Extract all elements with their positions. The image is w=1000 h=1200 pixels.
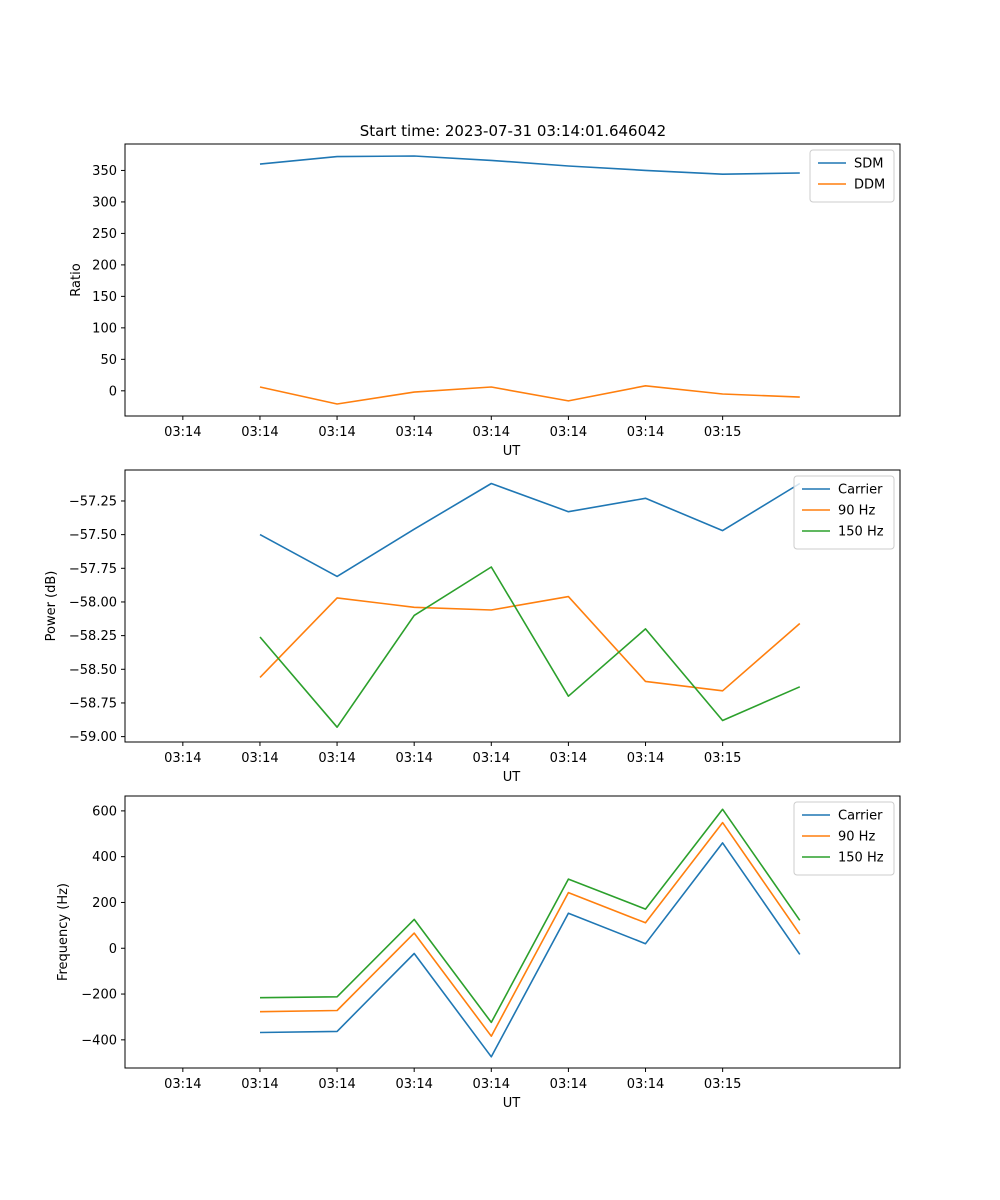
power-y-tick-label: −57.25 [69,494,117,509]
frequency-x-tick-label: 03:14 [473,1077,510,1092]
frequency-x-tick-label: 03:14 [164,1077,201,1092]
power-x-tick-label: 03:14 [627,751,664,766]
figure-title: Start time: 2023-07-31 03:14:01.646042 [360,122,666,140]
frequency-legend: Carrier 90 Hz 150 Hz [793,801,895,876]
frequency-x-tick-label: 03:15 [704,1077,741,1092]
power-x-tick-label: 03:14 [550,751,587,766]
power-x-tick-label: 03:14 [395,751,432,766]
ratio-x-tick-label: 03:14 [627,425,664,440]
ratio-x-tick-label: 03:14 [550,425,587,440]
frequency-x-tick-label: 03:14 [241,1077,278,1092]
frequency-y-tick-label: −200 [81,988,117,1003]
ratio-x-tick-label: 03:14 [164,425,201,440]
frequency-y-tick-label: 200 [92,896,117,911]
ratio-x-tick-label: 03:14 [241,425,278,440]
power-y-tick-label: −57.50 [69,528,117,543]
frequency-series-90-hz-line [259,821,801,1037]
ratio-axes-frame [124,143,901,417]
frequency-x-tick-label: 03:14 [627,1077,664,1092]
power-x-tick-label: 03:14 [241,751,278,766]
power-y-tick-label: −58.50 [69,663,117,678]
frequency-x-tick-label: 03:14 [395,1077,432,1092]
frequency-x-tick-label: 03:14 [550,1077,587,1092]
ratio-series-ddm-line [259,384,800,405]
frequency-y-tick-label: 0 [109,942,117,957]
power-y-tick-label: −57.75 [69,562,117,577]
power-legend-label-90-hz: 90 Hz [838,504,875,519]
power-x-tick-label: 03:15 [704,751,741,766]
frequency-axes-frame [124,795,901,1069]
ratio-x-tick-label: 03:14 [318,425,355,440]
ratio-y-tick-label: 150 [92,290,117,305]
power-y-tick-label: −58.25 [69,629,117,644]
ratio-y-axis-label: Ratio [69,263,84,296]
ratio-y-tick-label: 100 [92,321,117,336]
frequency-y-axis-label: Frequency (Hz) [56,883,71,981]
power-y-tick-label: −58.00 [69,595,117,610]
power-x-tick-label: 03:14 [164,751,201,766]
ratio-y-tick-label: 0 [109,384,117,399]
power-legend: Carrier 90 Hz 150 Hz [793,475,895,550]
power-x-axis-label: UT [503,770,521,785]
frequency-legend-label-90-hz: 90 Hz [838,830,875,845]
ratio-y-tick-label: 200 [92,258,117,273]
frequency-x-axis-label: UT [503,1096,521,1111]
frequency-panel: 03:14 03:14 03:14 03:14 03:14 03:14 03:14 03:15… [56,795,901,1111]
frequency-x-tick-label: 03:14 [318,1077,355,1092]
power-y-tick-label: −59.00 [69,730,117,745]
power-legend-label-carrier: Carrier [838,483,883,498]
ratio-x-axis-label: UT [503,444,521,459]
frequency-series-150-hz-line [259,808,801,1024]
ratio-y-tick-label: 250 [92,227,117,242]
power-y-axis-label: Power (dB) [44,571,59,642]
ratio-legend: SDM DDM [809,149,895,203]
ratio-legend-label-ddm: DDM [854,178,885,193]
ratio-x-tick-label: 03:15 [704,425,741,440]
ratio-y-tick-label: 350 [92,164,117,179]
ratio-y-tick-label: 50 [100,353,117,368]
frequency-legend-label-150-hz: 150 Hz [838,851,884,866]
frequency-y-tick-label: 400 [92,850,117,865]
ratio-x-tick-label: 03:14 [395,425,432,440]
ratio-panel: 03:14 03:14 03:14 03:14 03:14 03:14 03:14 03:15… [69,143,901,459]
power-y-tick-label: −58.75 [69,696,117,711]
ratio-x-tick-label: 03:14 [473,425,510,440]
ratio-y-tick-label: 300 [92,195,117,210]
frequency-legend-label-carrier: Carrier [838,809,883,824]
frequency-series-carrier-line [259,842,801,1058]
ratio-series-sdm-line [259,155,800,175]
power-x-tick-label: 03:14 [318,751,355,766]
power-series-150-hz-line [259,566,801,729]
frequency-y-tick-label: 600 [92,804,117,819]
frequency-y-tick-label: −400 [81,1033,117,1048]
ratio-legend-label-sdm: SDM [854,157,883,172]
power-legend-label-150-hz: 150 Hz [838,525,884,540]
power-x-tick-label: 03:14 [473,751,510,766]
power-series-90-hz-line [259,595,801,692]
power-series-carrier-line [259,482,801,578]
power-panel: 03:14 03:14 03:14 03:14 03:14 03:14 03:14 03:15… [44,469,901,785]
